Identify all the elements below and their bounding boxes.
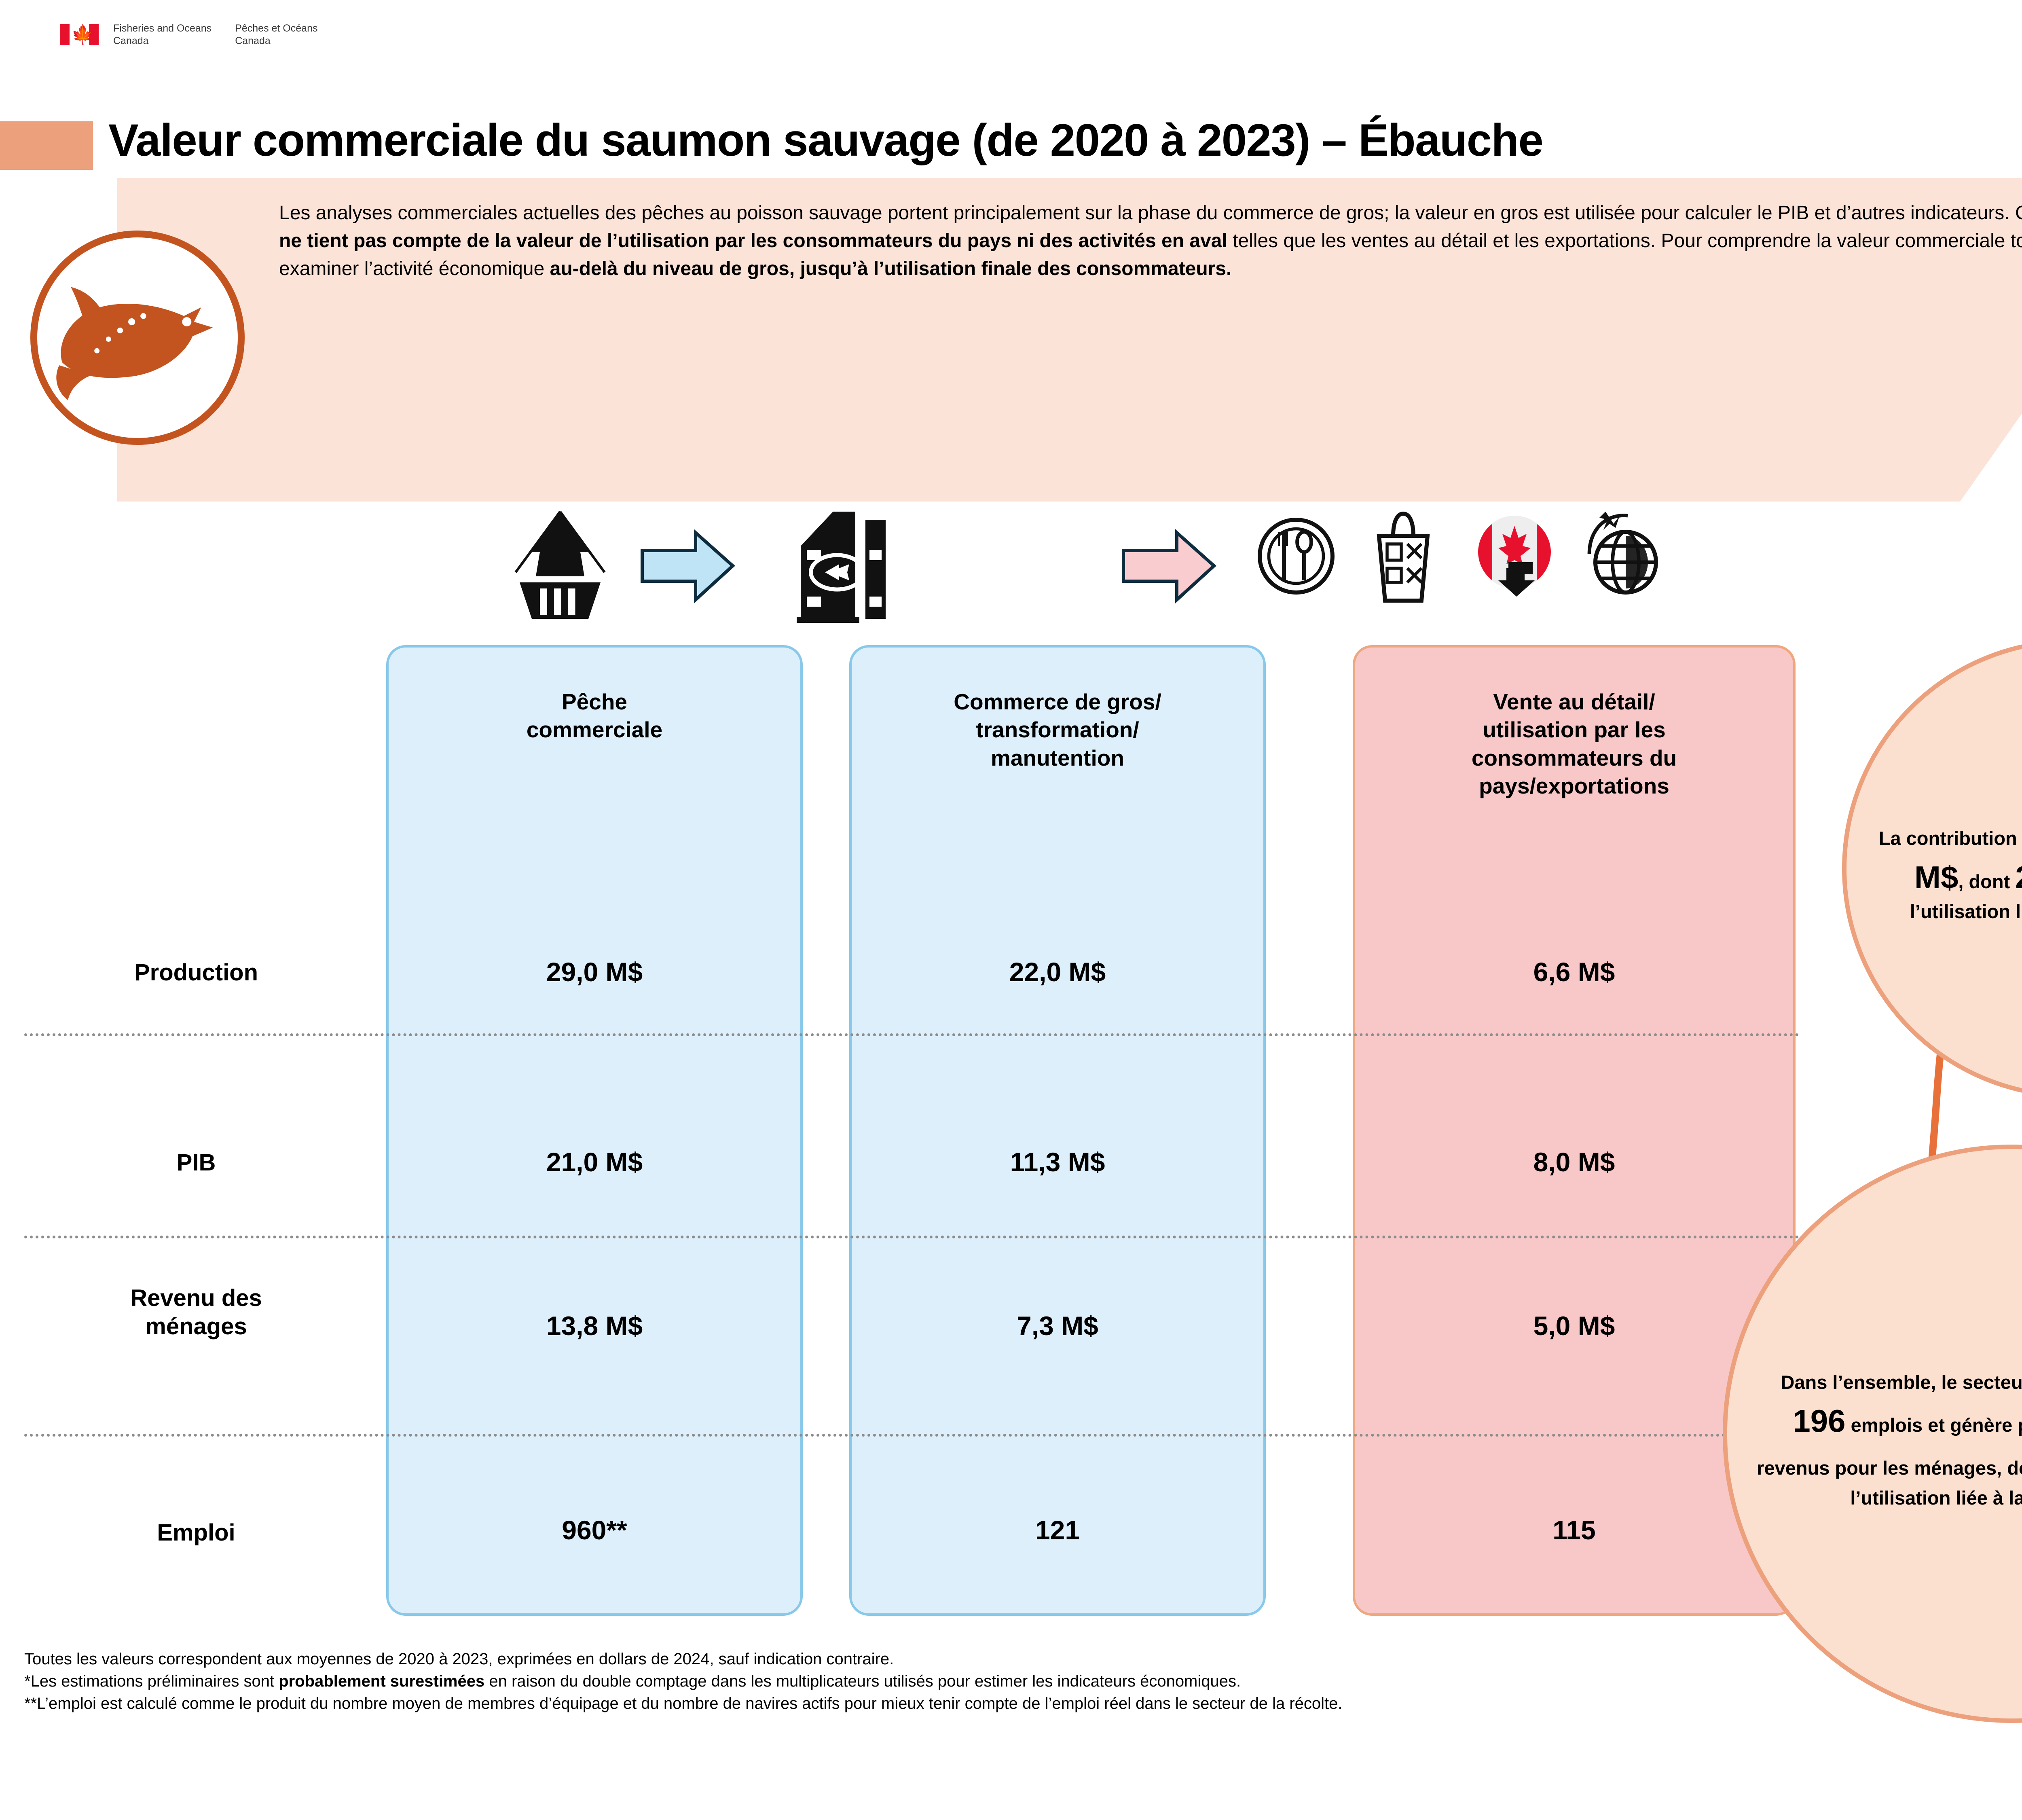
gdp-contribution-bubble: La contribution totale au PIB est de 40,…: [1842, 639, 2022, 1098]
pink-arrow-icon: [1120, 528, 1217, 607]
footnote-2-a: *Les estimations préliminaires sont: [24, 1672, 279, 1691]
bubble-2-mid2: en revenus pour les ménages, dont: [1757, 1457, 2022, 1479]
bubble-2-post: proviennent de l’utilisation liée à la d…: [1850, 1487, 2022, 1509]
row-label-gdp: PIB: [176, 1149, 216, 1176]
cutlery-plate-icon: [1256, 506, 1337, 607]
footnotes: Toutes les valeurs correspondent aux moy…: [24, 1648, 2022, 1715]
table-cell: 29,0 M$: [546, 957, 643, 987]
table-cell: 13,8 M$: [546, 1311, 643, 1341]
signature-fr: Pêches et Océans Canada: [235, 23, 318, 47]
bubble-1-post: proviennent de l’utilisation liée à la d…: [1910, 900, 2022, 922]
intro-b2: au-delà du niveau de gros, jusqu’à l’uti…: [550, 258, 1232, 280]
stage-header-1: Pêche commerciale: [526, 689, 663, 743]
table-cell: 121: [1035, 1515, 1080, 1545]
intro-p2: telles que les ventes au détail et les e…: [279, 230, 2022, 280]
intro-p1: Les analyses commerciales actuelles des …: [279, 202, 2022, 224]
bubble-1-pre: La contribution totale au PIB est de: [1878, 827, 2022, 849]
bubble-2-mid: emplois et génère plus de: [1851, 1414, 2022, 1436]
bubble-text-1: La contribution totale au PIB est de 40,…: [1846, 813, 2022, 924]
row-divider: [24, 1033, 1800, 1036]
bubble-1-big: 40,3 M$: [1914, 859, 1959, 895]
bubble-text-2: Dans l’ensemble, le secteur commercial s…: [1727, 1357, 2022, 1511]
row-label-employment: Emploi: [157, 1519, 235, 1546]
table-cell: 7,3 M$: [1017, 1311, 1098, 1341]
value-chain-icons: [380, 506, 1820, 623]
stage-header-2: Commerce de gros/ transformation/ manute…: [954, 689, 1161, 770]
table-cell: 6,6 M$: [1533, 957, 1615, 987]
stage-column-harvest: Pêche commerciale: [386, 645, 803, 1616]
canada-flag-icon: [1472, 506, 1557, 607]
footnote-3: **L’emploi est calculé comme le produit …: [24, 1695, 1343, 1713]
footnote-2: *Les estimations préliminaires sont prob…: [24, 1670, 2022, 1693]
table-cell: 11,3 M$: [1010, 1147, 1105, 1177]
stage-column-wholesale: Commerce de gros/ transformation/ manute…: [849, 645, 1266, 1616]
fishing-boat-icon: [510, 506, 611, 623]
table-cell: 22,0 M$: [1009, 957, 1106, 987]
bubble-1-big2: 20 %: [2015, 859, 2022, 895]
row-divider: [24, 1434, 1800, 1437]
salmon-logo-badge: [30, 231, 245, 445]
footnote-1: Toutes les valeurs correspondent aux moy…: [24, 1650, 894, 1668]
processing-plant-icon: [793, 506, 906, 623]
globe-plane-icon: [1583, 506, 1668, 607]
table-cell: 21,0 M$: [546, 1147, 643, 1177]
row-divider: [24, 1236, 1800, 1238]
orange-accent-square: [0, 121, 93, 170]
blue-arrow-icon: [639, 528, 736, 607]
table-cell: 115: [1552, 1515, 1596, 1545]
canada-flag-icon: 🍁: [60, 24, 99, 45]
signature-en: Fisheries and Oceans Canada: [113, 23, 212, 47]
stage-column-retail: Vente au détail/ utilisation par les con…: [1353, 645, 1796, 1616]
intro-paragraph: Les analyses commerciales actuelles des …: [279, 199, 2022, 283]
goc-signature: 🍁 Fisheries and Oceans Canada Pêches et …: [60, 22, 317, 47]
bubble-2-big: 1 196: [1793, 1403, 1846, 1439]
footnote-2-b: probablement surestimées: [279, 1672, 485, 1691]
page-title: Valeur commerciale du saumon sauvage (de…: [108, 115, 1544, 165]
row-label-household-income: Revenu des ménages: [130, 1285, 262, 1340]
intro-b1: ne tient pas compte de la valeur de l’ut…: [279, 230, 1227, 252]
bubble-2-pre: Dans l’ensemble, le secteur commercial s…: [1781, 1371, 2022, 1393]
table-cell: 8,0 M$: [1533, 1147, 1615, 1177]
row-label-production: Production: [134, 959, 258, 986]
table-cell: 5,0 M$: [1533, 1311, 1615, 1341]
footnote-2-c: en raison du double comptage dans les mu…: [484, 1672, 1241, 1691]
grocery-bag-icon: [1363, 506, 1444, 607]
salmon-icon: [56, 287, 213, 400]
stage-header-3: Vente au détail/ utilisation par les con…: [1471, 689, 1677, 798]
intro-banner: [117, 178, 2022, 502]
bubble-1-mid: , dont: [1958, 870, 2016, 892]
table-cell: 960**: [562, 1515, 627, 1545]
